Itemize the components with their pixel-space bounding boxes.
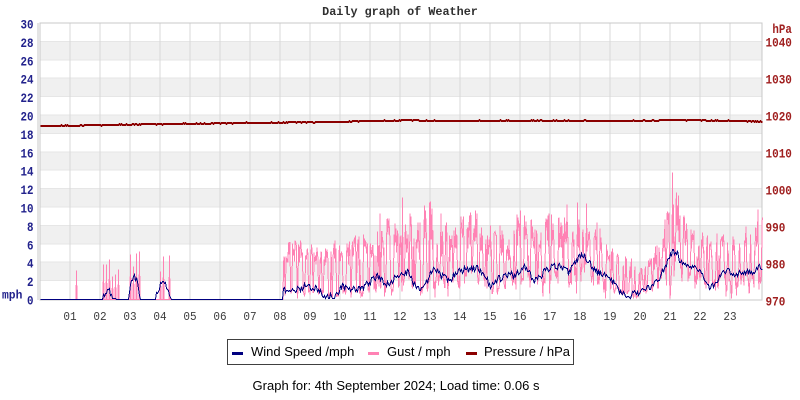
svg-text:12: 12	[393, 310, 406, 324]
svg-text:22: 22	[693, 310, 706, 324]
svg-text:1020: 1020	[766, 111, 792, 125]
svg-text:16: 16	[21, 147, 34, 161]
svg-text:970: 970	[766, 295, 786, 309]
svg-text:8: 8	[27, 221, 34, 235]
svg-text:17: 17	[543, 310, 556, 324]
svg-text:1040: 1040	[766, 37, 792, 51]
svg-text:07: 07	[243, 310, 256, 324]
svg-text:14: 14	[21, 166, 34, 180]
svg-text:13: 13	[423, 310, 436, 324]
svg-text:10: 10	[21, 203, 34, 217]
svg-text:4: 4	[27, 258, 34, 272]
svg-text:06: 06	[213, 310, 226, 324]
svg-text:1030: 1030	[766, 74, 792, 88]
svg-text:11: 11	[363, 310, 376, 324]
svg-text:6: 6	[27, 239, 34, 253]
svg-text:18: 18	[21, 129, 34, 143]
svg-text:03: 03	[123, 310, 136, 324]
svg-text:1000: 1000	[766, 184, 792, 198]
svg-text:30: 30	[21, 19, 34, 33]
svg-text:22: 22	[21, 92, 34, 106]
svg-text:26: 26	[21, 55, 34, 69]
svg-text:23: 23	[723, 310, 736, 324]
svg-text:05: 05	[183, 310, 196, 324]
svg-text:20: 20	[21, 111, 34, 125]
svg-text:09: 09	[303, 310, 316, 324]
svg-text:02: 02	[93, 310, 106, 324]
svg-text:21: 21	[663, 310, 676, 324]
svg-text:15: 15	[483, 310, 496, 324]
svg-text:990: 990	[766, 221, 786, 235]
svg-text:20: 20	[633, 310, 646, 324]
svg-text:0: 0	[27, 295, 34, 309]
svg-text:14: 14	[453, 310, 466, 324]
svg-text:24: 24	[21, 74, 34, 88]
svg-text:16: 16	[513, 310, 526, 324]
svg-text:08: 08	[273, 310, 286, 324]
svg-text:mph: mph	[2, 289, 22, 303]
svg-text:12: 12	[21, 184, 34, 198]
svg-text:980: 980	[766, 258, 786, 272]
svg-text:hPa: hPa	[772, 23, 792, 37]
svg-text:19: 19	[603, 310, 616, 324]
svg-text:18: 18	[573, 310, 586, 324]
svg-text:04: 04	[153, 310, 166, 324]
svg-text:28: 28	[21, 37, 34, 51]
svg-text:2: 2	[27, 276, 34, 290]
svg-text:1010: 1010	[766, 148, 792, 162]
svg-text:01: 01	[63, 310, 76, 324]
svg-text:10: 10	[333, 310, 346, 324]
